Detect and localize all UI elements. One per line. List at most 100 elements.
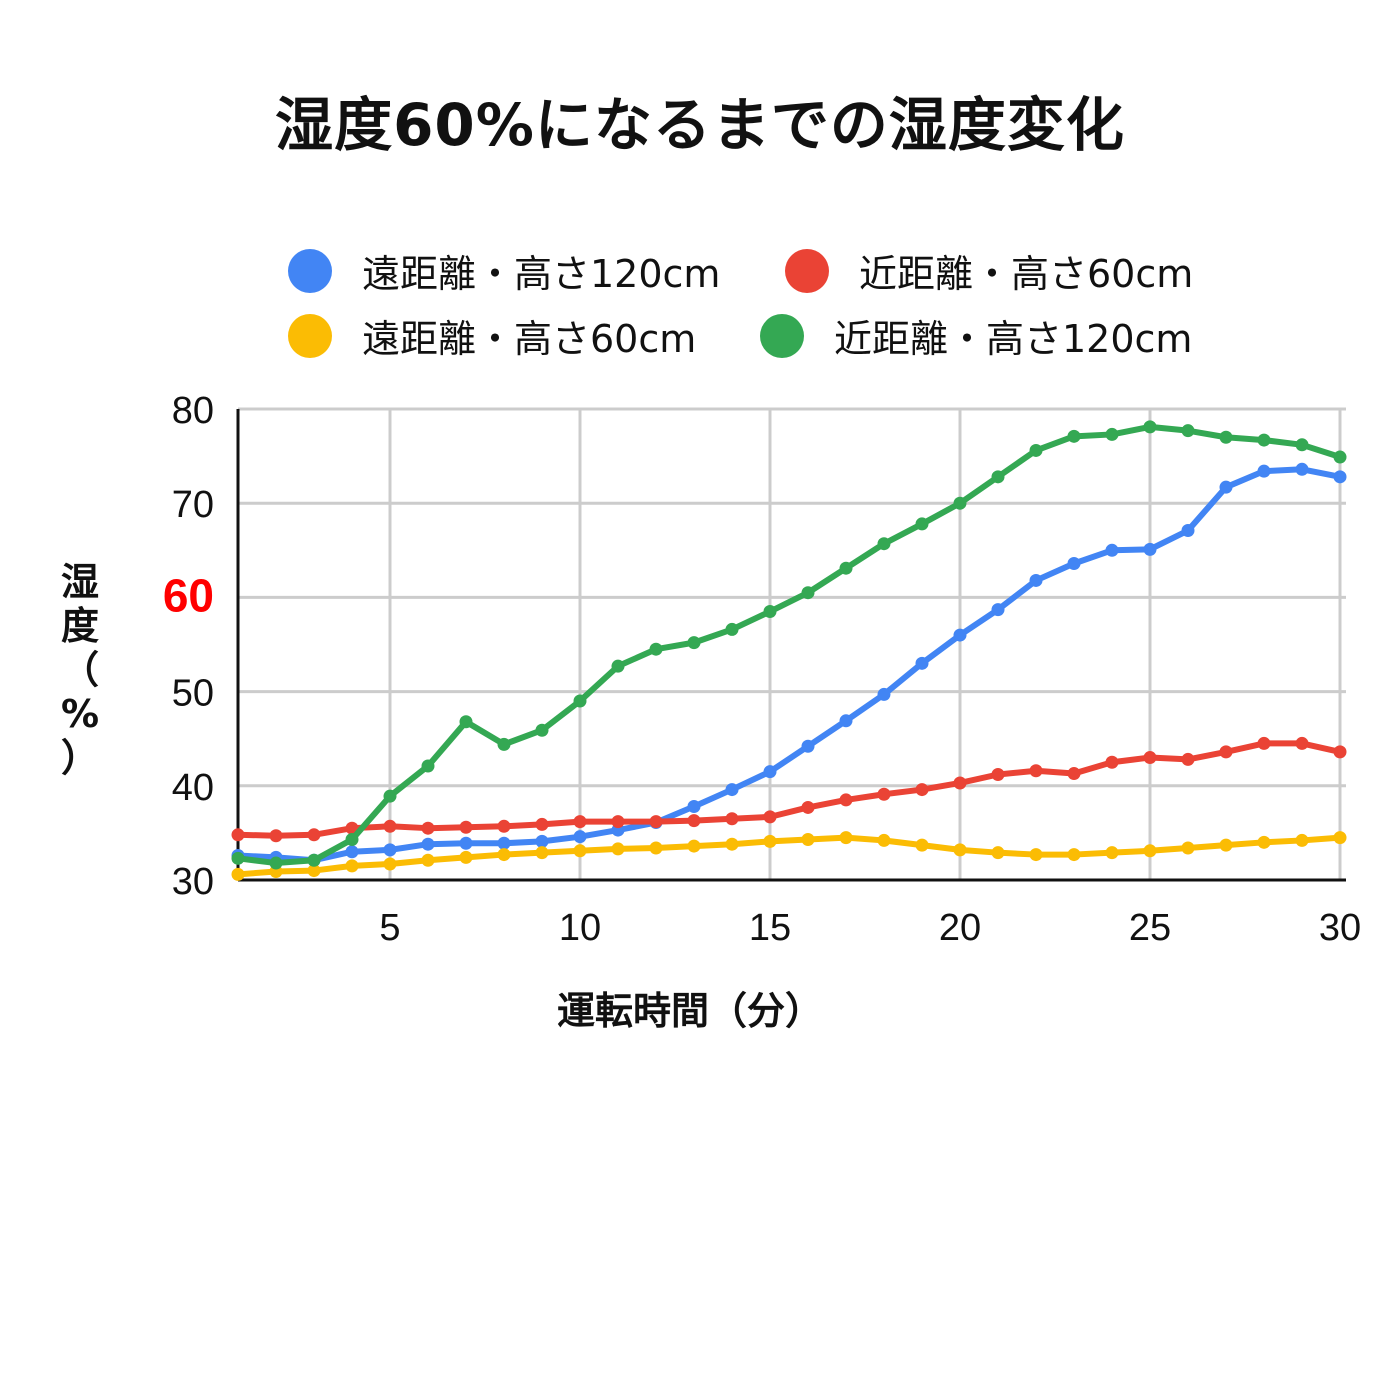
- y-axis-label: 湿 度 （ % ）: [52, 560, 108, 780]
- data-point-series-3: [839, 561, 853, 575]
- data-point-series-2: [839, 831, 853, 845]
- legend-label: 遠距離・高さ120cm: [362, 252, 721, 296]
- data-point-series-2: [1295, 833, 1309, 847]
- legend-label: 遠距離・高さ60cm: [362, 317, 697, 361]
- data-point-series-1: [1295, 736, 1309, 750]
- data-point-series-2: [1105, 846, 1119, 860]
- data-point-series-2: [1257, 835, 1271, 849]
- data-point-series-2: [953, 843, 967, 857]
- data-point-series-3: [421, 759, 435, 773]
- data-point-series-1: [1257, 736, 1271, 750]
- legend-marker-blue-icon: [288, 248, 332, 293]
- data-point-series-0: [687, 800, 701, 814]
- data-point-series-2: [1143, 844, 1157, 858]
- data-point-series-0: [915, 656, 929, 670]
- data-point-series-2: [421, 853, 435, 867]
- data-point-series-1: [421, 821, 435, 835]
- data-point-series-0: [801, 739, 815, 753]
- x-tick-label: 15: [749, 907, 791, 949]
- data-point-series-3: [725, 622, 739, 636]
- x-tick-label: 30: [1319, 907, 1361, 949]
- y-tick-label: 40: [172, 767, 214, 809]
- data-point-series-0: [1143, 542, 1157, 556]
- y-tick-label: 70: [172, 484, 214, 526]
- data-point-series-1: [763, 810, 777, 824]
- legend-item-near-60: 近距離・高さ60cm: [785, 243, 1193, 298]
- data-point-series-1: [725, 812, 739, 826]
- data-point-series-3: [1067, 429, 1081, 443]
- data-point-series-0: [763, 765, 777, 779]
- data-point-series-0: [383, 843, 397, 857]
- data-point-series-3: [953, 496, 967, 510]
- series-line-2: [235, 834, 1343, 878]
- data-point-series-2: [231, 867, 245, 881]
- data-point-series-0: [1295, 462, 1309, 476]
- data-point-series-1: [231, 828, 245, 842]
- data-point-series-2: [725, 837, 739, 851]
- y-tick-label: 60: [163, 569, 214, 621]
- data-point-series-3: [649, 642, 663, 656]
- data-point-series-0: [1067, 556, 1081, 570]
- data-point-series-3: [1143, 420, 1157, 434]
- data-point-series-1: [307, 828, 321, 842]
- data-point-series-3: [1295, 438, 1309, 452]
- legend-label: 近距離・高さ60cm: [859, 252, 1194, 296]
- data-point-series-1: [1181, 752, 1195, 766]
- data-point-series-1: [1029, 764, 1043, 778]
- data-point-series-1: [801, 800, 815, 814]
- data-point-series-3: [231, 851, 245, 865]
- data-point-series-1: [1219, 745, 1233, 759]
- data-point-series-1: [915, 783, 929, 797]
- data-point-series-1: [459, 820, 473, 834]
- data-point-series-0: [573, 830, 587, 844]
- data-point-series-0: [1333, 470, 1347, 484]
- y-axis-label-char: 湿: [60, 560, 99, 604]
- y-axis-label-char: ）: [60, 736, 99, 780]
- data-point-series-3: [459, 715, 473, 729]
- series-line-3: [235, 423, 1343, 867]
- data-point-series-3: [1029, 443, 1043, 457]
- data-point-series-1: [839, 793, 853, 807]
- data-point-series-0: [839, 714, 853, 728]
- legend-label: 近距離・高さ120cm: [834, 317, 1193, 361]
- data-point-series-0: [1257, 464, 1271, 478]
- data-point-series-1: [383, 819, 397, 833]
- data-point-series-0: [1029, 573, 1043, 587]
- data-point-series-3: [269, 856, 283, 870]
- y-axis-label-char: 度: [60, 604, 99, 648]
- data-point-series-2: [1181, 841, 1195, 855]
- data-point-series-3: [877, 537, 891, 551]
- data-point-series-2: [383, 857, 397, 871]
- data-point-series-0: [1219, 480, 1233, 494]
- data-point-series-3: [687, 636, 701, 650]
- data-point-series-0: [421, 837, 435, 851]
- data-point-series-2: [573, 844, 587, 858]
- data-point-series-2: [1029, 848, 1043, 862]
- data-point-series-3: [1105, 427, 1119, 441]
- data-point-series-2: [535, 846, 549, 860]
- data-point-series-3: [763, 605, 777, 619]
- legend-marker-yellow-icon: [288, 313, 332, 358]
- data-point-series-2: [345, 859, 359, 873]
- data-point-series-3: [1181, 424, 1195, 438]
- data-point-series-1: [649, 815, 663, 829]
- data-point-series-0: [877, 687, 891, 701]
- data-point-series-2: [915, 838, 929, 852]
- x-tick-label: 20: [939, 907, 981, 949]
- data-point-series-3: [991, 470, 1005, 484]
- data-point-series-3: [535, 723, 549, 737]
- data-point-series-2: [877, 833, 891, 847]
- tick-labels: 30 40 50 60 70 80 5 10 15 20 25 30: [163, 390, 1361, 949]
- series-line-0: [235, 466, 1343, 864]
- legend-item-far-60: 遠距離・高さ60cm: [288, 308, 696, 363]
- data-point-series-0: [345, 845, 359, 859]
- data-point-series-2: [307, 864, 321, 878]
- x-tick-label: 10: [559, 907, 601, 949]
- data-point-series-1: [877, 787, 891, 801]
- data-point-series-1: [1143, 751, 1157, 765]
- data-point-series-2: [1067, 848, 1081, 862]
- data-point-series-2: [763, 834, 777, 848]
- legend-marker-red-icon: [785, 248, 829, 293]
- y-tick-label: 50: [172, 673, 214, 715]
- data-point-series-3: [497, 737, 511, 751]
